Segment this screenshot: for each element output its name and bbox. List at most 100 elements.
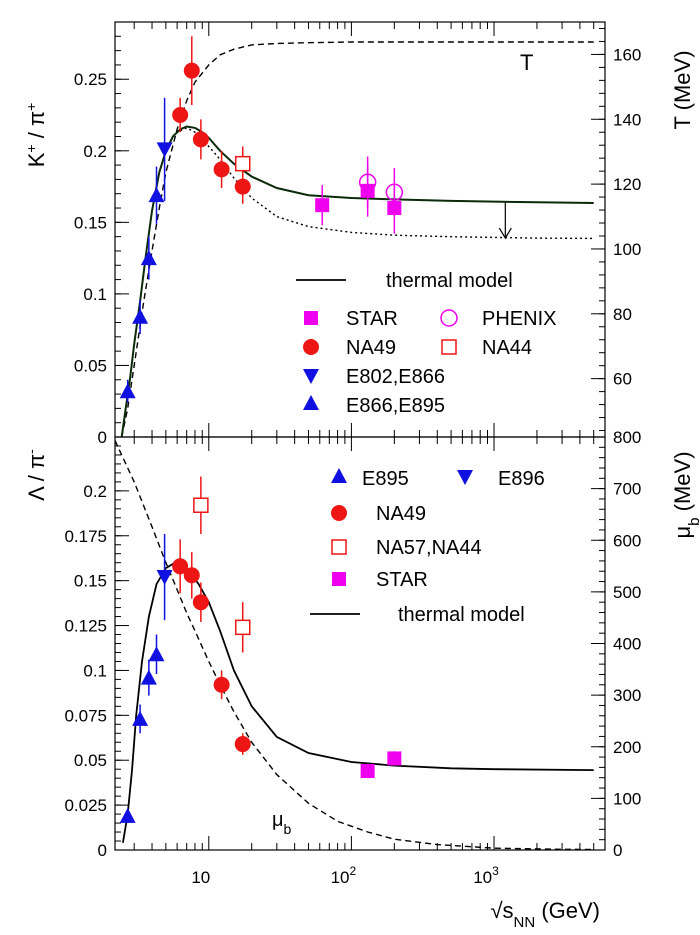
data-point-na49 (213, 676, 230, 693)
top-right-tick-labels: 60 80 100 120 140 160 (613, 45, 641, 388)
data-point-na57-na44 (234, 619, 251, 636)
bottom-y-axis-title: Λ / π- (23, 449, 49, 501)
mu-curve-label: μb (272, 809, 292, 837)
temperature-curve-label: T (520, 50, 533, 75)
legend-star-marker (304, 311, 318, 325)
y-tick-label: 0.25 (74, 70, 107, 89)
right-tick-label: 500 (613, 583, 641, 602)
legend-phenix-label: PHENIX (482, 308, 556, 330)
right-tick-label: 100 (613, 240, 641, 259)
legend-na49b-label: NA49 (376, 503, 426, 525)
bottom-right-tick-labels: 0 100 200 300 400 500 600 700 800 (613, 428, 641, 860)
legend-e895-marker (331, 468, 347, 483)
legend-na44-marker (441, 339, 457, 355)
bottom-panel-frame (114, 436, 606, 851)
right-tick-label: 0 (613, 841, 622, 860)
right-tick-label: 80 (613, 305, 632, 324)
top-panel-ticks (115, 21, 606, 438)
y-tick-label: 0.025 (64, 796, 107, 815)
y-tick-label: 0.1 (83, 285, 107, 304)
top-y-tick-labels: 0 0.05 0.1 0.15 0.2 0.25 (74, 70, 107, 447)
thermal-model-curve (122, 561, 594, 843)
mu-b-curve (114, 440, 594, 851)
data-point-e895 (140, 669, 157, 685)
right-tick-label: 700 (613, 480, 641, 499)
x-tick-label: 10 (191, 868, 210, 887)
data-point-e866-e895 (140, 250, 157, 266)
top-panel-points (119, 36, 404, 403)
x-tick-labels: 10 102 103 (191, 864, 499, 887)
legend-na44-label: NA44 (482, 337, 532, 359)
data-point-e895 (132, 710, 149, 726)
legend-e802-label: E802,E866 (346, 366, 445, 388)
right-tick-label: 200 (613, 738, 641, 757)
legend-star-label: STAR (346, 308, 398, 330)
data-point-na49 (213, 161, 230, 178)
legend-e896-marker (457, 470, 473, 485)
data-point-star (360, 763, 375, 778)
right-tick-label: 160 (613, 45, 641, 64)
legend-na49-label: NA49 (346, 337, 396, 359)
top-legend: thermal model STAR PHENIX NA49 NA44 E802… (296, 270, 556, 417)
bottom-panel-points (119, 476, 402, 824)
data-point-phenix (385, 183, 404, 202)
y-tick-label: 0.05 (74, 356, 107, 375)
y-tick-label: 0.15 (74, 213, 107, 232)
data-point-na49 (172, 558, 189, 575)
data-point-na49 (234, 178, 251, 195)
right-tick-label: 600 (613, 531, 641, 550)
legend-phenix-marker (440, 309, 458, 327)
bottom-y-tick-labels: 0 0.025 0.05 0.075 0.1 0.125 0.15 0.175 0.2 (64, 482, 107, 860)
data-point-na49 (183, 62, 200, 79)
legend-e802-marker (303, 369, 319, 384)
data-point-na49 (183, 567, 200, 584)
y-tick-label: 0.15 (74, 572, 107, 591)
bottom-panel-curves (114, 440, 594, 851)
data-point-e866-e895 (148, 187, 165, 203)
legend-na57-label: NA57,NA44 (376, 537, 482, 559)
data-point-e866-e895 (132, 308, 149, 324)
data-point-na57-na44 (193, 497, 209, 513)
data-point-na49 (172, 107, 189, 124)
y-tick-label: 0.125 (64, 617, 107, 636)
thermal-model-curve (120, 125, 594, 438)
data-point-na49 (234, 736, 251, 753)
legend-starb-marker (332, 572, 346, 586)
right-tick-label: 800 (613, 428, 641, 447)
arrow-head (498, 227, 512, 240)
right-tick-label: 60 (613, 370, 632, 389)
legend-e895-label: E895 (362, 468, 409, 490)
data-point-e866-e895 (119, 383, 136, 399)
y-tick-label: 0.175 (64, 527, 107, 546)
bottom-right-axis-title: μb (MeV) (670, 451, 700, 538)
y-tick-label: 0 (98, 428, 107, 447)
y-tick-label: 0 (98, 841, 107, 860)
legend-na49-marker (303, 339, 319, 355)
temperature-curve (121, 41, 594, 438)
legend-na49b-marker (331, 505, 347, 521)
data-point-na44 (234, 155, 251, 172)
data-point-star (387, 751, 402, 766)
legend-model-label-bottom: thermal model (398, 604, 525, 626)
y-tick-label: 0.075 (64, 706, 107, 725)
y-tick-label: 0.05 (74, 751, 107, 770)
top-y-axis-title: K+ / π+ (23, 103, 49, 168)
right-tick-label: 300 (613, 686, 641, 705)
legend-na57-marker (331, 539, 347, 555)
data-point-e802-e866 (156, 142, 173, 158)
bottom-legend: E895 E896 NA49 NA57,NA44 STAR thermal mo… (310, 468, 545, 626)
x-tick-label: 103 (473, 864, 499, 887)
y-tick-label: 0.1 (83, 661, 107, 680)
right-tick-label: 100 (613, 789, 641, 808)
top-right-axis-title: T (MeV) (670, 50, 695, 129)
right-tick-label: 120 (613, 175, 641, 194)
data-point-na49 (192, 131, 209, 148)
right-tick-label: 140 (613, 110, 641, 129)
data-point-e895 (148, 646, 165, 662)
data-point-star (315, 198, 330, 213)
legend-starb-label: STAR (376, 569, 428, 591)
x-axis-title: √sNN (GeV) (490, 898, 600, 931)
x-tick-label: 102 (331, 864, 357, 887)
